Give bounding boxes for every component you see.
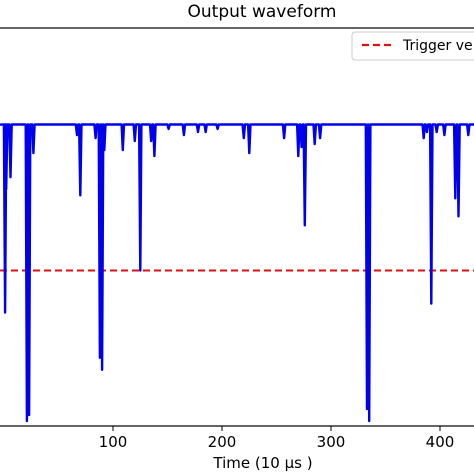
legend-trigger-label: Trigger ve xyxy=(402,38,473,54)
waveform-dip-point xyxy=(366,408,368,410)
waveform-dip-point xyxy=(122,149,124,151)
waveform-dip-point xyxy=(99,356,101,359)
waveform-dip-point xyxy=(26,420,28,422)
waveform-dip-point xyxy=(183,134,185,136)
waveform-dip-point xyxy=(204,131,207,133)
series-layer xyxy=(0,123,474,423)
output-waveform-line xyxy=(0,123,474,423)
waveform-dip-point xyxy=(443,134,446,136)
waveform-dip-point xyxy=(28,414,30,416)
x-axis-label: Time (10 μs ) xyxy=(212,454,312,472)
waveform-dip-point xyxy=(94,137,97,139)
waveform-dip-point xyxy=(454,197,457,200)
waveform-dip-point xyxy=(216,128,219,130)
waveform-dip-point xyxy=(304,224,306,227)
x-tick-label: 100 xyxy=(99,433,128,451)
waveform-dip-point xyxy=(150,140,152,142)
waveform-dip-point xyxy=(435,131,438,133)
waveform-dip-point xyxy=(368,420,370,422)
waveform-dip-point xyxy=(79,194,82,197)
waveform-dip-point xyxy=(139,269,142,272)
plot-frame xyxy=(0,27,474,427)
x-axis-ticks: 100 200 300 400 xyxy=(99,426,455,451)
waveform-dip-point xyxy=(5,188,7,191)
waveform-dip-point xyxy=(103,149,106,151)
waveform-dip-point xyxy=(319,137,321,139)
waveform-dip-point xyxy=(430,302,433,305)
chart-title: Output waveform xyxy=(188,2,337,22)
waveform-dip-point xyxy=(467,134,470,136)
waveform-dip-point xyxy=(101,369,103,371)
legend-box xyxy=(351,31,474,61)
waveform-dip-point xyxy=(76,134,78,136)
waveform-dip-point xyxy=(300,146,303,148)
waveform-dip-point xyxy=(134,140,136,142)
waveform-dip-point xyxy=(283,137,285,139)
waveform-dip-point xyxy=(243,137,245,139)
x-tick-label: 400 xyxy=(426,433,455,451)
waveform-dip-point xyxy=(197,131,199,133)
waveform-dip-point xyxy=(167,128,170,130)
waveform-dip-point xyxy=(297,155,300,157)
waveform-dip-point xyxy=(422,137,425,139)
x-tick-label: 300 xyxy=(317,433,346,451)
waveform-dip-point xyxy=(426,131,428,133)
waveform-dip-point xyxy=(9,176,12,178)
waveform-dip-point xyxy=(4,311,6,314)
legend: Trigger ve xyxy=(351,31,474,61)
x-tick-label: 200 xyxy=(208,433,237,451)
waveform-dip-point xyxy=(248,152,251,154)
waveform-dip-point xyxy=(153,155,156,157)
waveform-dip-point xyxy=(457,215,460,218)
waveform-dip-point xyxy=(32,152,35,154)
waveform-dip-point xyxy=(313,143,316,145)
